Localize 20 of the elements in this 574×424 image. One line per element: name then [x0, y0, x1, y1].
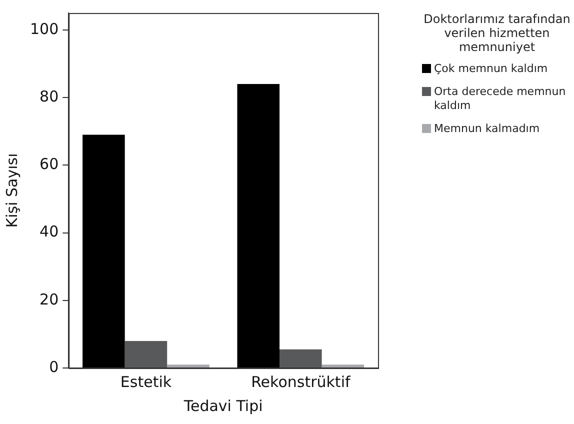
bar [280, 349, 322, 368]
legend-label: Orta derecede memnun kaldım [434, 85, 567, 113]
bar [167, 364, 210, 368]
y-tick-label: 0 [49, 358, 59, 376]
x-tick-label: Rekonstrüktif [251, 372, 351, 391]
y-tick-label: 40 [40, 222, 59, 241]
bar [124, 340, 168, 368]
bar [82, 134, 125, 368]
legend-title: Doktorlarımız tarafından verilen hizmetten memnuniyet [422, 12, 572, 54]
y-tick-label: 80 [40, 87, 59, 106]
bar [237, 84, 280, 368]
y-tick-label: 100 [30, 20, 59, 38]
y-tick-label: 20 [40, 290, 59, 308]
legend-label: Çok memnun kaldım [434, 62, 548, 76]
x-tick-label: Estetik [120, 372, 172, 391]
x-axis-title: Tedavi Tipi [182, 396, 263, 415]
y-tick-label: 60 [40, 155, 59, 174]
y-axis-title: Kişi Sayısı [2, 153, 21, 228]
bar [322, 364, 364, 368]
legend-label: Memnun kalmadım [434, 122, 540, 136]
